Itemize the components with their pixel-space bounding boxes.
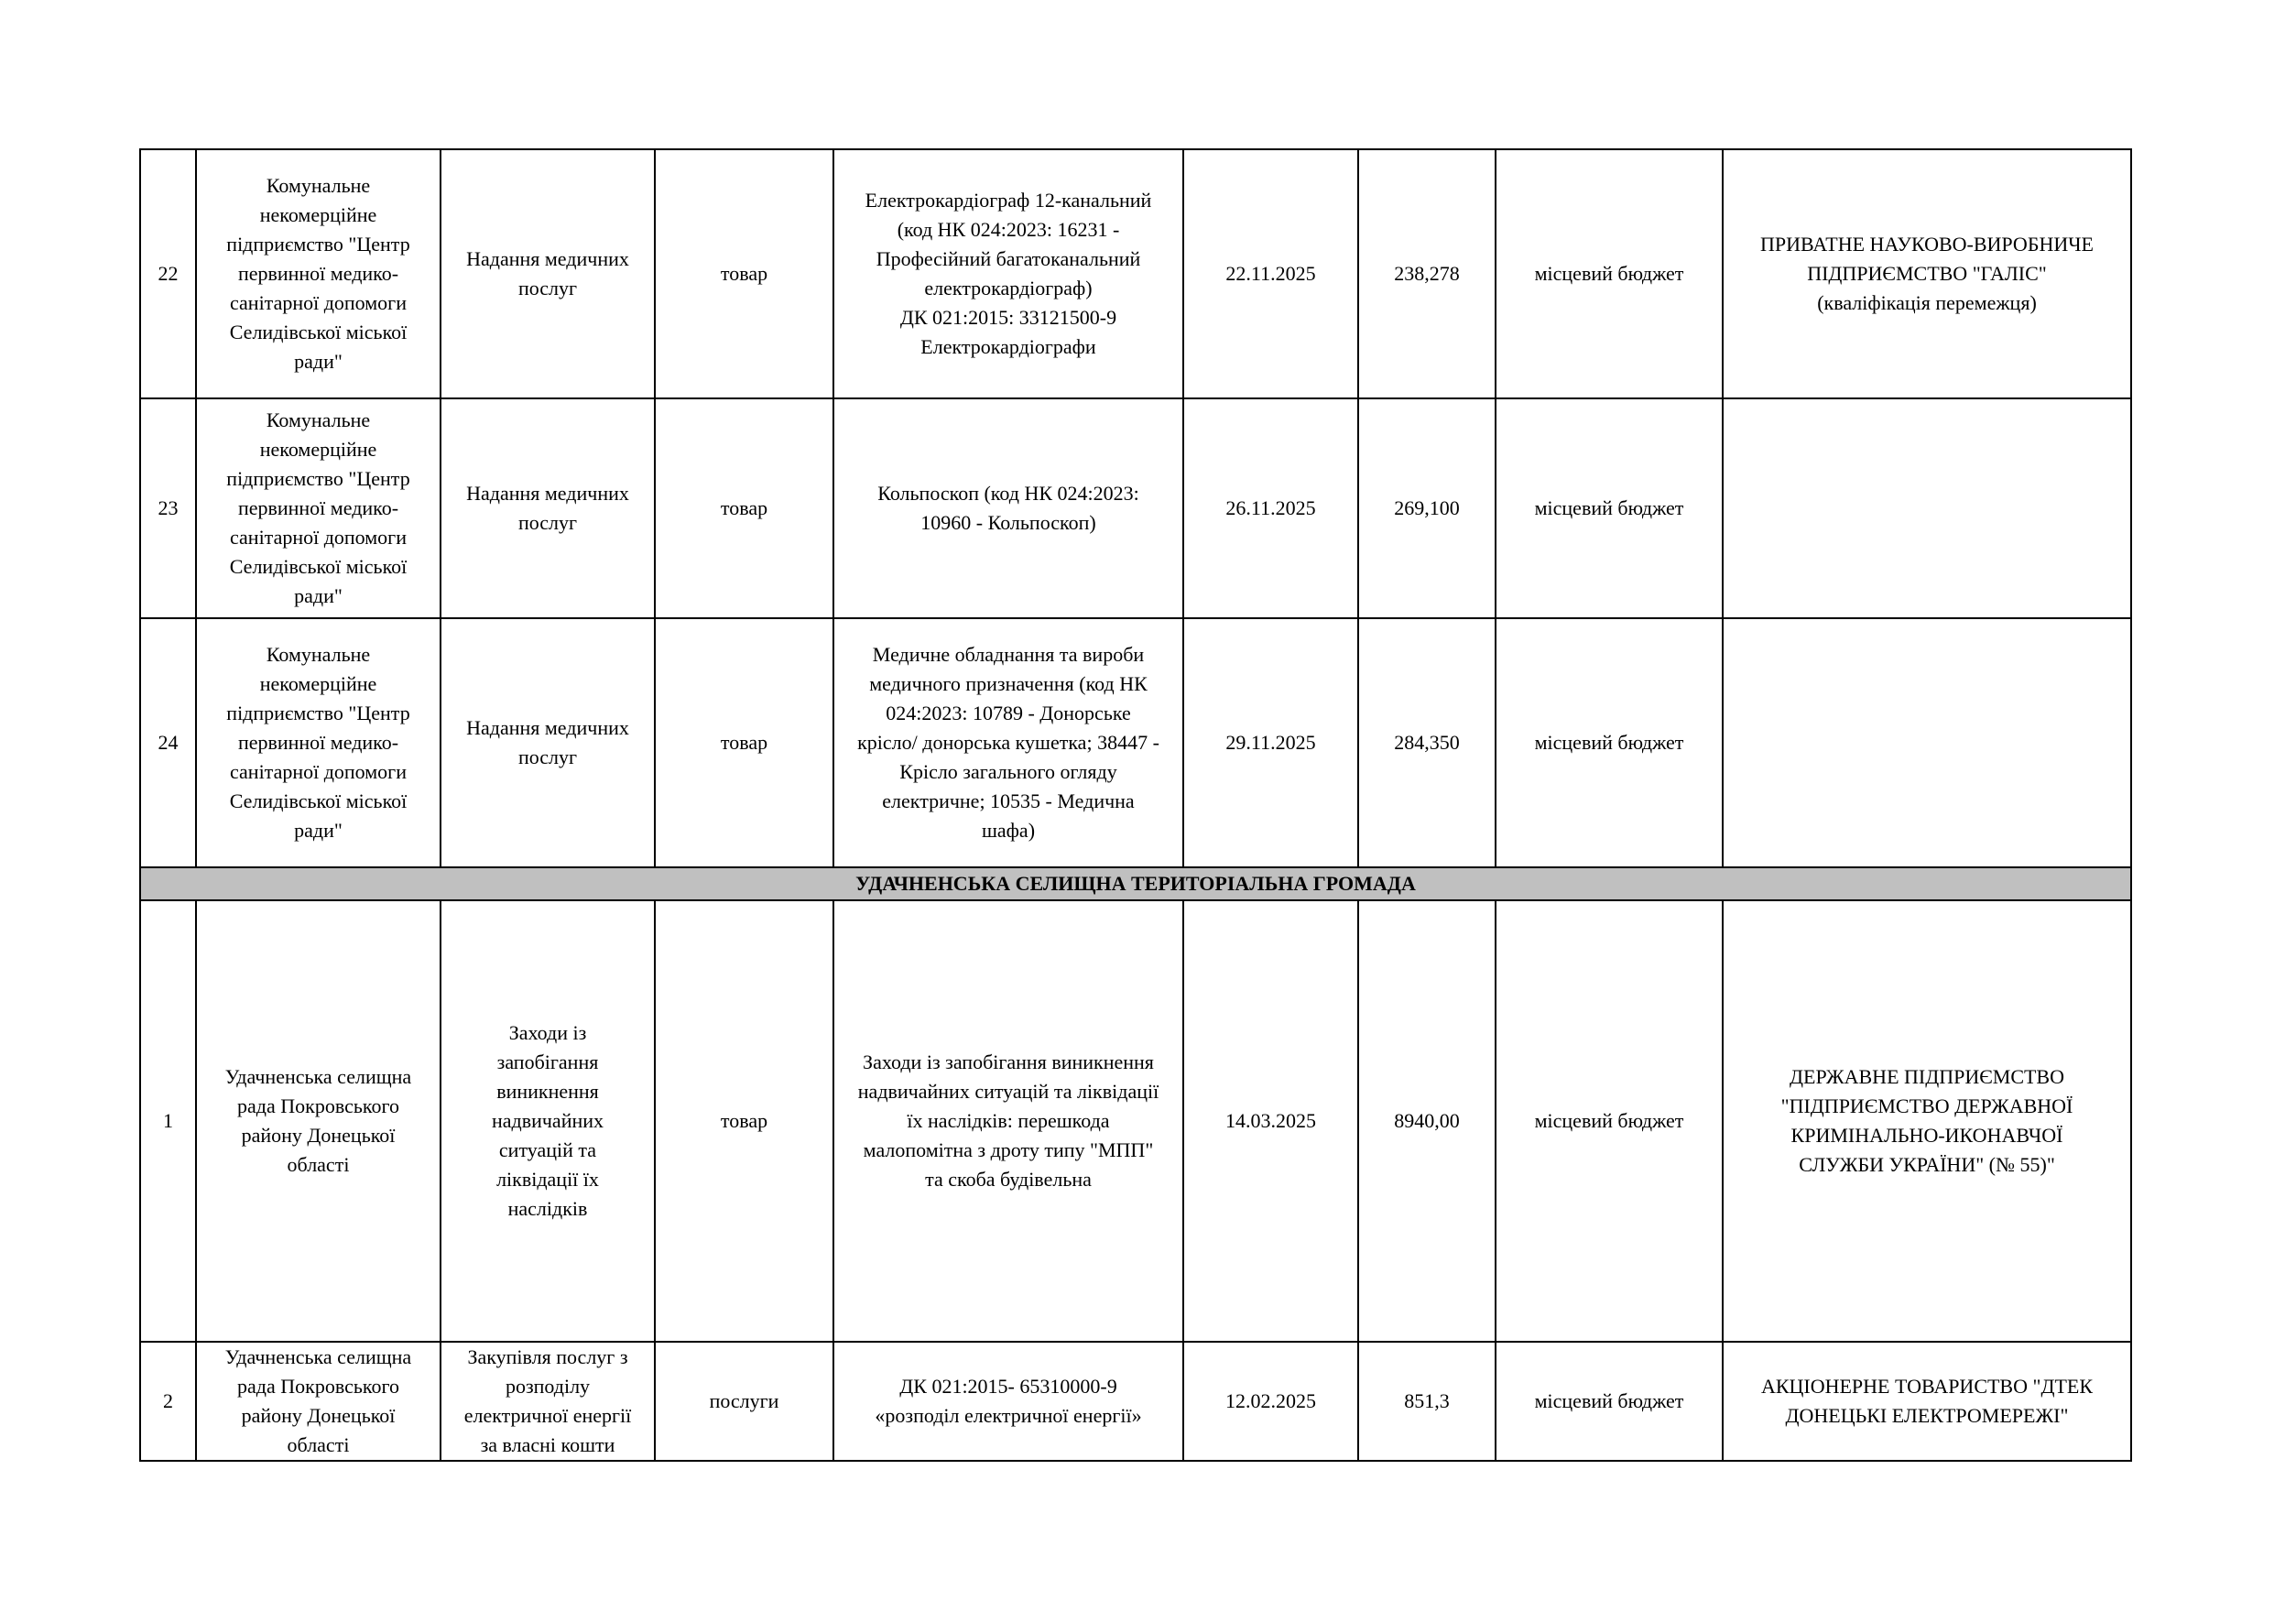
cell-customer: Удачненська селищна рада Покровського ра…	[195, 1341, 441, 1462]
cell-supplier	[1722, 617, 2132, 868]
cell-amount: 238,278	[1357, 148, 1496, 399]
cell-number: 2	[139, 1341, 197, 1462]
cell-supplier: АКЦІОНЕРНЕ ТОВАРИСТВО "ДТЕК ДОНЕЦЬКІ ЕЛЕ…	[1722, 1341, 2132, 1462]
cell-supplier: ДЕРЖАВНЕ ПІДПРИЄМСТВО "ПІДПРИЄМСТВО ДЕРЖ…	[1722, 899, 2132, 1343]
cell-source: місцевий бюджет	[1495, 397, 1724, 619]
cell-customer: Комунальне некомерційне підприємство "Це…	[195, 397, 441, 619]
table-row: 1 Удачненська селищна рада Покровського …	[139, 899, 2132, 1343]
cell-number: 24	[139, 617, 197, 868]
cell-type: послуги	[654, 1341, 834, 1462]
table-row: 22 Комунальне некомерційне підприємство …	[139, 148, 2132, 399]
cell-number: 23	[139, 397, 197, 619]
cell-date: 14.03.2025	[1182, 899, 1359, 1343]
cell-source: місцевий бюджет	[1495, 899, 1724, 1343]
cell-subject: ДК 021:2015- 65310000-9 «розподіл електр…	[832, 1341, 1184, 1462]
cell-type: товар	[654, 148, 834, 399]
cell-supplier: ПРИВАТНЕ НАУКОВО-ВИРОБНИЧЕ ПІДПРИЄМСТВО …	[1722, 148, 2132, 399]
cell-purpose: Надання медичних послуг	[440, 397, 656, 619]
cell-date: 29.11.2025	[1182, 617, 1359, 868]
cell-subject: Медичне обладнання та вироби медичного п…	[832, 617, 1184, 868]
cell-subject: Заходи із запобігання виникнення надвича…	[832, 899, 1184, 1343]
cell-purpose: Заходи із запобігання виникнення надвича…	[440, 899, 656, 1343]
cell-amount: 851,3	[1357, 1341, 1496, 1462]
cell-number: 22	[139, 148, 197, 399]
cell-date: 22.11.2025	[1182, 148, 1359, 399]
section-header-row: УДАЧНЕНСЬКА СЕЛИЩНА ТЕРИТОРІАЛЬНА ГРОМАД…	[139, 866, 2132, 901]
cell-date: 12.02.2025	[1182, 1341, 1359, 1462]
cell-type: товар	[654, 899, 834, 1343]
cell-amount: 284,350	[1357, 617, 1496, 868]
cell-customer: Комунальне некомерційне підприємство "Це…	[195, 148, 441, 399]
cell-source: місцевий бюджет	[1495, 617, 1724, 868]
cell-purpose: Надання медичних послуг	[440, 617, 656, 868]
cell-type: товар	[654, 397, 834, 619]
table-row: 2 Удачненська селищна рада Покровського …	[139, 1341, 2132, 1462]
cell-customer: Удачненська селищна рада Покровського ра…	[195, 899, 441, 1343]
cell-customer: Комунальне некомерційне підприємство "Це…	[195, 617, 441, 868]
table-row: 24 Комунальне некомерційне підприємство …	[139, 617, 2132, 868]
section-title: УДАЧНЕНСЬКА СЕЛИЩНА ТЕРИТОРІАЛЬНА ГРОМАД…	[139, 866, 2132, 901]
table-row: 23 Комунальне некомерційне підприємство …	[139, 397, 2132, 619]
cell-number: 1	[139, 899, 197, 1343]
cell-source: місцевий бюджет	[1495, 148, 1724, 399]
cell-type: товар	[654, 617, 834, 868]
cell-source: місцевий бюджет	[1495, 1341, 1724, 1462]
cell-date: 26.11.2025	[1182, 397, 1359, 619]
cell-purpose: Надання медичних послуг	[440, 148, 656, 399]
procurement-table: 22 Комунальне некомерційне підприємство …	[139, 148, 2132, 1462]
cell-amount: 8940,00	[1357, 899, 1496, 1343]
cell-supplier	[1722, 397, 2132, 619]
cell-subject: Електрокардіограф 12-канальний (код НК 0…	[832, 148, 1184, 399]
cell-purpose: Закупівля послуг з розподілу електричної…	[440, 1341, 656, 1462]
cell-amount: 269,100	[1357, 397, 1496, 619]
cell-subject: Кольпоскоп (код НК 024:2023: 10960 - Кол…	[832, 397, 1184, 619]
